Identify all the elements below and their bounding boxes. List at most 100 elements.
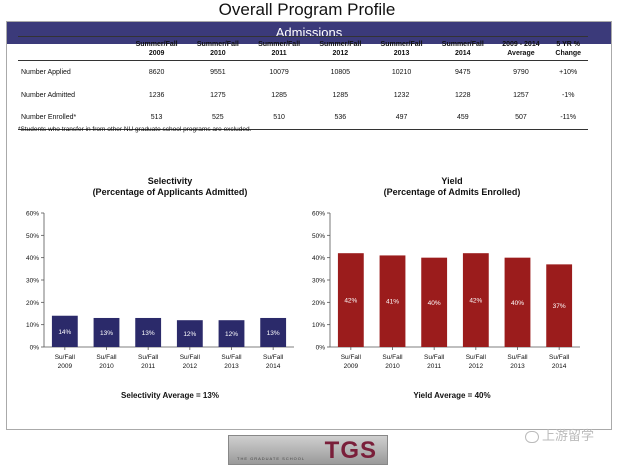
- table-header-row: Summer/Fall 2009 Summer/Fall 2010 Summer/F…: [18, 36, 588, 61]
- table-cell: -11%: [560, 114, 577, 122]
- table-row: Number Applied 8620 9551 10079 10805 102…: [18, 61, 588, 84]
- profile-panel: Admissions: [6, 21, 612, 430]
- admissions-table: Summer/Fall 2009 Summer/Fall 2010 Summer/F…: [18, 36, 588, 130]
- table-cell: 9475: [455, 68, 471, 76]
- x-tick-label: Su/Fall: [263, 354, 284, 361]
- bar: [51, 315, 78, 347]
- y-tick-label: 40%: [26, 255, 39, 262]
- table-cell: 525: [212, 114, 224, 122]
- table-row: Number Admitted 1236 1275 1285 1285 1232…: [18, 84, 588, 107]
- watermark-text: 上游留学: [542, 428, 595, 443]
- logo-text: TGS: [324, 437, 377, 464]
- table-cell: 459: [456, 114, 469, 122]
- table-cell: 1232: [393, 91, 410, 99]
- bar: [218, 320, 245, 347]
- x-tick-label: Su/Fall: [180, 354, 201, 361]
- bar: [260, 317, 287, 347]
- table-header: Summer/Fall 2011: [258, 40, 301, 57]
- bar: [546, 264, 573, 347]
- table-header: [18, 37, 126, 61]
- table-header: 5 YR % Change: [555, 40, 582, 57]
- x-tick-label: Su/Fall: [424, 354, 445, 361]
- y-tick-label: 10%: [26, 322, 39, 329]
- y-tick-label: 20%: [26, 300, 39, 307]
- x-tick-label: Su/Fall: [382, 354, 403, 361]
- selectivity-bar-chart: 0% 10% 20% 30% 40% 50% 60% 14% Su/Fall 2009 13% Su/…: [26, 211, 294, 370]
- table-header: Summer/Fall 2009: [135, 40, 178, 57]
- x-tick-label: Su/Fall: [507, 354, 528, 361]
- table-cell: 10079: [269, 68, 289, 76]
- bar: [504, 257, 531, 347]
- y-tick-label: 50%: [26, 233, 39, 240]
- y-tick-label: 60%: [26, 211, 39, 218]
- yield-chart-title: Yield (Percentage of Admits Enrolled): [312, 176, 592, 198]
- table-cell: 1285: [332, 91, 349, 99]
- data-label: 12%: [225, 331, 238, 338]
- data-label: 42%: [469, 298, 482, 305]
- x-tick-label: 2014: [266, 363, 281, 370]
- table-cell: 1257: [513, 91, 529, 99]
- y-tick-label: 0%: [30, 345, 40, 352]
- x-tick-label: 2009: [344, 363, 359, 370]
- data-label: 13%: [267, 330, 280, 337]
- selectivity-chart-title: Selectivity (Percentage of Applicants Ad…: [30, 176, 310, 198]
- table-header: Summer/Fall 2013: [380, 40, 423, 57]
- table-cell: 536: [334, 114, 347, 122]
- table-row: Number Enrolled* 513 525 510 536 497 459…: [18, 107, 588, 130]
- y-tick-label: 10%: [312, 322, 325, 329]
- table-cell: 513: [150, 114, 163, 122]
- table-cell: Number Applied: [21, 68, 71, 76]
- x-tick-label: 2010: [99, 363, 114, 370]
- x-tick-label: Su/Fall: [138, 354, 159, 361]
- data-label: 13%: [142, 330, 155, 337]
- data-label: 40%: [511, 300, 524, 307]
- bar: [93, 317, 120, 347]
- table-cell: 507: [515, 114, 527, 122]
- data-label: 40%: [428, 300, 441, 307]
- x-tick-label: 2013: [224, 363, 239, 370]
- selectivity-title: Selectivity: [147, 176, 193, 186]
- table-cell: 1275: [210, 91, 226, 99]
- yield-title: Yield: [441, 176, 463, 186]
- table-cell: 10210: [391, 68, 412, 76]
- table-cell: 1228: [455, 91, 471, 99]
- admissions-banner: Admissions: [7, 22, 611, 44]
- table-footnote: *Students who transfer in from other NU …: [18, 126, 252, 133]
- y-tick-label: 0%: [316, 345, 326, 352]
- y-tick-label: 50%: [312, 233, 325, 240]
- bar: [462, 253, 489, 347]
- table-cell: +10%: [559, 68, 578, 76]
- tgs-logo: THE GRADUATE SCHOOL TGS: [228, 435, 388, 465]
- data-label: 41%: [386, 299, 399, 306]
- table-cell: -1%: [562, 91, 575, 99]
- table-cell: 510: [273, 114, 285, 122]
- yield-subtitle: (Percentage of Admits Enrolled): [383, 187, 521, 197]
- table-cell: 9551: [210, 68, 226, 76]
- data-label: 37%: [553, 303, 566, 310]
- y-tick-label: 30%: [26, 278, 39, 285]
- x-tick-label: Su/Fall: [341, 354, 362, 361]
- table-cell: 10805: [330, 68, 351, 76]
- table-cell: Number Enrolled*: [21, 114, 77, 122]
- logo-subtext: THE GRADUATE SCHOOL: [237, 456, 306, 461]
- yield-bar-chart: 0% 10% 20% 30% 40% 50% 60% 42% Su/Fall 2009 41% Su/…: [312, 211, 580, 370]
- table-cell: 9790: [513, 68, 529, 76]
- table-header: Summer/Fall 2014: [441, 40, 484, 57]
- x-tick-label: 2012: [469, 363, 484, 370]
- selectivity-subtitle: (Percentage of Applicants Admitted): [92, 187, 248, 197]
- yield-average: Yield Average = 40%: [413, 391, 491, 400]
- y-tick-label: 30%: [312, 278, 325, 285]
- watermark: 上游留学: [525, 428, 594, 444]
- x-tick-label: 2013: [510, 363, 525, 370]
- bar: [135, 317, 162, 347]
- bar: [421, 257, 448, 347]
- table-cell: 8620: [148, 68, 165, 76]
- y-tick-label: 60%: [312, 211, 325, 218]
- bar: [379, 255, 406, 347]
- x-tick-label: 2011: [427, 363, 441, 370]
- x-tick-label: 2012: [183, 363, 198, 370]
- x-tick-label: 2014: [552, 363, 567, 370]
- data-label: 12%: [183, 331, 196, 338]
- x-tick-label: Su/Fall: [55, 354, 76, 361]
- data-label: 13%: [100, 330, 113, 337]
